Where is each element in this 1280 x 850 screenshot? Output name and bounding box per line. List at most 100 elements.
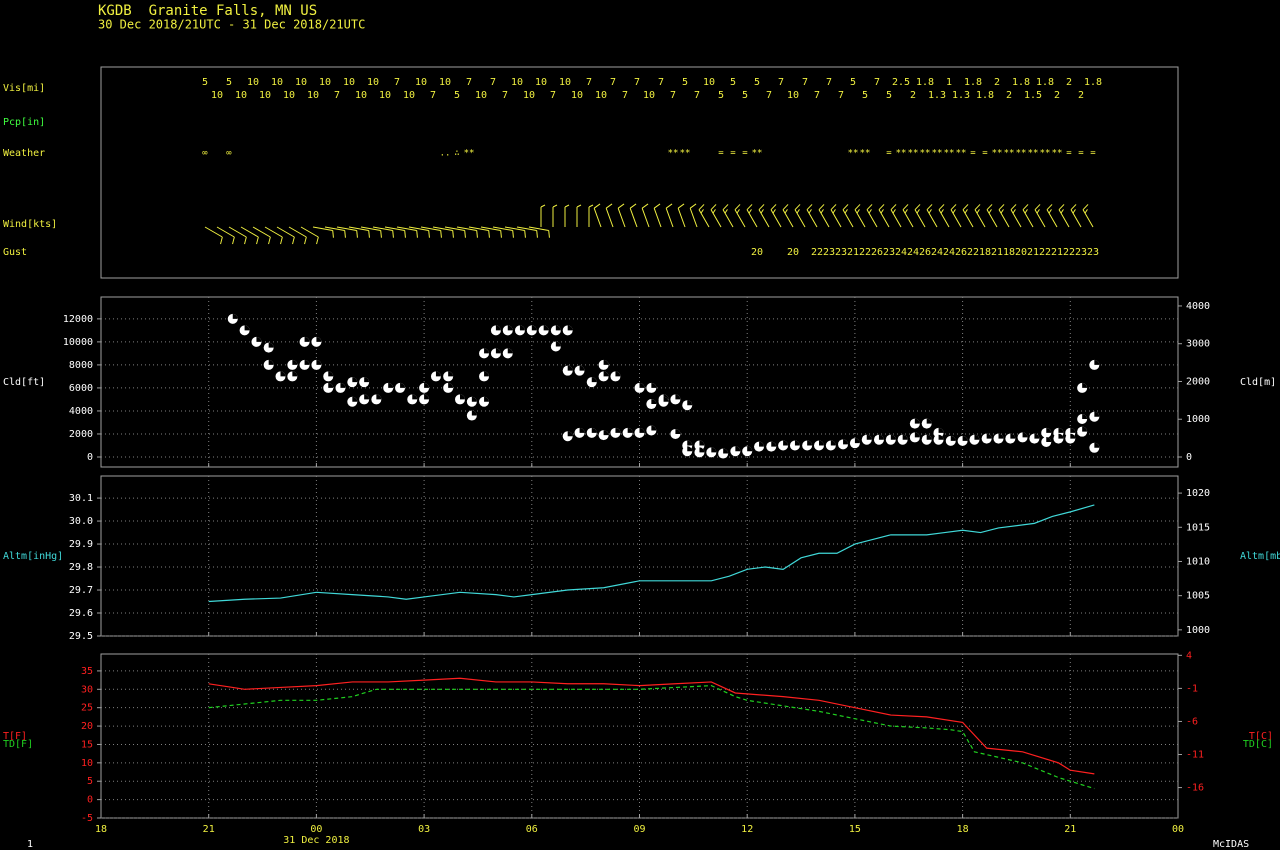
wind-feather — [316, 236, 319, 245]
wind-staff — [866, 209, 878, 228]
cloud-cover-wedge — [1070, 427, 1076, 433]
wind-staff — [710, 209, 722, 228]
cloud-cover-wedge — [268, 342, 274, 348]
wind-staff — [962, 209, 974, 228]
y-tick-label: 0 — [87, 795, 93, 806]
vis-value: 1.8 — [976, 90, 994, 101]
gust-value: 22 — [811, 247, 823, 258]
wind-staff — [228, 226, 247, 238]
gust-value: 23 — [883, 247, 895, 258]
cloud-cover-wedge — [232, 313, 238, 319]
weather-symbol: ** — [896, 149, 907, 159]
gust-value: 26 — [919, 247, 931, 258]
cloud-cover-wedge — [256, 336, 262, 342]
wind-staff — [902, 209, 914, 228]
vis-value: 10 — [379, 90, 391, 101]
cloud-cover-wedge — [280, 371, 286, 377]
wind-staff — [252, 226, 271, 238]
wind-feather — [220, 236, 223, 245]
y-axis-label: Cld[ft] — [3, 377, 45, 388]
wind-feather — [986, 204, 993, 211]
vis-value: 10 — [535, 77, 547, 88]
wind-staff — [216, 226, 235, 238]
cloud-cover-wedge — [507, 348, 513, 354]
y-tick-label: -5 — [81, 813, 93, 824]
wind-staff — [528, 226, 549, 231]
cloud-cover-wedge — [388, 382, 394, 388]
wind-feather — [1010, 204, 1017, 211]
gust-value: 23 — [823, 247, 835, 258]
cloud-cover-wedge — [771, 441, 777, 447]
cloud-cover-wedge — [651, 382, 657, 388]
cloud-cover-wedge — [1070, 433, 1076, 439]
gust-value: 20 — [751, 247, 763, 258]
wind-feather — [734, 204, 741, 211]
wind-feather — [1046, 204, 1053, 211]
wind-feather — [677, 203, 685, 209]
gust-value: 24 — [943, 247, 955, 258]
gust-value: 23 — [1087, 247, 1099, 258]
weather-symbol: = — [1066, 149, 1072, 159]
wind-staff — [818, 209, 830, 228]
weather-symbol: = — [718, 149, 724, 159]
vis-value: 10 — [247, 77, 259, 88]
weather-symbol: ** — [848, 149, 859, 159]
vis-value: 10 — [403, 90, 415, 101]
cloud-cover-wedge — [316, 336, 322, 342]
y-tick-label: 5 — [87, 776, 93, 787]
y-tick-label: 29.6 — [69, 608, 93, 619]
wind-staff — [665, 208, 674, 228]
wind-feather — [892, 209, 896, 214]
cloud-cover-wedge — [567, 365, 573, 371]
wind-feather — [617, 203, 625, 209]
cloud-cover-wedge — [675, 428, 681, 434]
vis-value: 5 — [850, 77, 856, 88]
gust-value: 22 — [859, 247, 871, 258]
vis-value: 7 — [778, 77, 784, 88]
wind-staff — [300, 226, 319, 238]
wind-feather — [806, 204, 813, 211]
weather-symbol: = — [742, 149, 748, 159]
cloud-cover-wedge — [926, 434, 932, 440]
vis-value: 5 — [742, 90, 748, 101]
wind-feather — [464, 230, 466, 238]
cloud-cover-wedge — [567, 325, 573, 331]
wind-feather — [724, 209, 728, 214]
vis-value: 7 — [874, 77, 880, 88]
cloud-cover-wedge — [663, 396, 669, 402]
wind-feather — [976, 209, 980, 214]
wind-feather — [548, 230, 550, 238]
wind-staff — [324, 226, 345, 231]
wind-feather — [746, 204, 753, 211]
weather-symbol: = — [982, 149, 988, 159]
cloud-cover-wedge — [543, 325, 549, 331]
vis-value: 1.3 — [952, 90, 970, 101]
wind-feather — [890, 204, 897, 211]
cloud-cover-wedge — [878, 434, 884, 440]
wind-feather — [476, 230, 478, 238]
wind-staff — [914, 209, 926, 228]
y-tick-label: 2000 — [69, 429, 93, 440]
x-tick-label: 21 — [1064, 824, 1076, 835]
wind-feather — [1000, 209, 1004, 214]
wind-staff — [986, 209, 998, 228]
y2-tick-label: 1010 — [1186, 556, 1210, 567]
cloud-cover-wedge — [830, 440, 836, 446]
wind-staff — [770, 209, 782, 228]
data-line — [208, 504, 1095, 603]
wind-feather — [736, 209, 740, 214]
vis-value: 5 — [754, 77, 760, 88]
weather-symbol: = — [1078, 149, 1084, 159]
wind-feather — [404, 230, 406, 238]
cloud-cover-wedge — [974, 434, 980, 440]
weather-symbol: .. — [440, 149, 451, 159]
wind-feather — [842, 204, 849, 211]
cloud-cover-wedge — [519, 325, 525, 331]
wind-feather — [794, 204, 801, 211]
weather-symbol: ** — [992, 149, 1003, 159]
vis-value: 1 — [946, 77, 952, 88]
wind-feather — [914, 204, 921, 211]
wind-feather — [722, 204, 729, 211]
wind-feather — [868, 209, 872, 214]
